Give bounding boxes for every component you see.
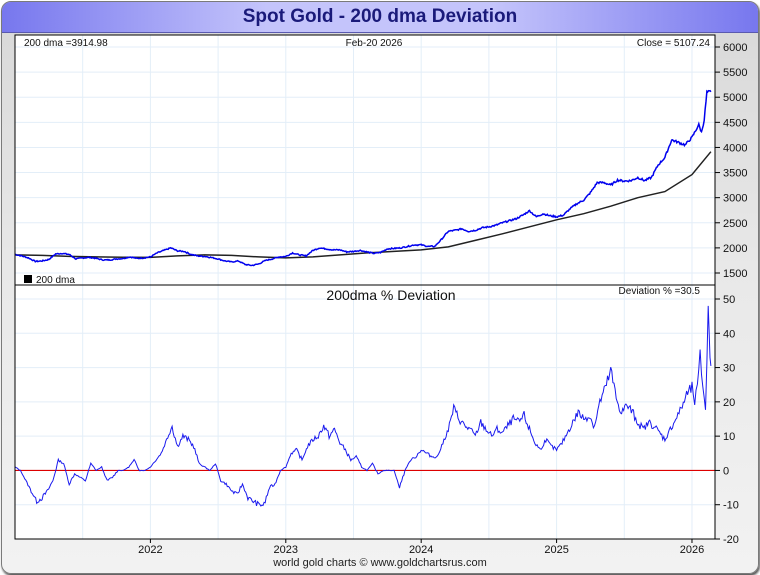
x-tick-label: 2023 <box>274 544 298 556</box>
dma-value-label: 200 dma =3914.98 <box>24 38 108 49</box>
close-value-label: Close = 5107.24 <box>637 38 711 49</box>
deviation-line <box>15 305 712 507</box>
x-tick-label: 2022 <box>138 544 162 556</box>
bottom-y-tick-label: 40 <box>723 328 735 340</box>
top-panel-bg <box>15 35 715 285</box>
bottom-y-tick-label: 30 <box>723 363 735 375</box>
top-y-tick-label: 3000 <box>723 193 747 205</box>
top-y-tick-label: 6000 <box>723 42 747 54</box>
top-y-axis: 1500 2000 2500 3000 3500 4000 4500 5000 5500 6000 <box>715 42 747 280</box>
bottom-y-tick-label: 10 <box>723 431 735 443</box>
x-tick-label: 2024 <box>409 544 433 556</box>
chart-title: Spot Gold - 200 dma Deviation <box>242 6 518 27</box>
top-y-tick-label: 1500 <box>723 268 747 280</box>
bottom-series <box>15 305 715 507</box>
bottom-y-tick-label: 0 <box>723 465 729 477</box>
gold-price-line <box>15 89 712 267</box>
title-bar: Spot Gold - 200 dma Deviation <box>2 2 758 33</box>
top-y-tick-label: 5000 <box>723 92 747 104</box>
footer-credit: world gold charts © www.goldchartsrus.co… <box>273 557 487 569</box>
top-grid <box>15 35 715 285</box>
x-tick-label: 2026 <box>680 544 704 556</box>
bottom-panel-border <box>14 284 716 540</box>
legend-dma-label: 200 dma <box>36 275 75 286</box>
bottom-y-tick-label: 50 <box>723 294 735 306</box>
top-y-tick-label: 3500 <box>723 168 747 180</box>
bottom-y-tick-label: -10 <box>723 500 739 512</box>
top-y-tick-label: 2500 <box>723 218 747 230</box>
x-axis: 2022 2023 2024 2025 2026 <box>138 539 704 556</box>
deviation-value-label: Deviation % =30.5 <box>619 286 701 297</box>
bottom-y-tick-label: 20 <box>723 397 735 409</box>
top-y-tick-label: 4500 <box>723 117 747 129</box>
top-y-tick-label: 4000 <box>723 142 747 154</box>
legend-dma-swatch <box>24 275 32 283</box>
date-label: Feb-20 2026 <box>346 38 403 49</box>
deviation-panel-title: 200dma % Deviation <box>326 287 455 303</box>
bottom-y-axis: -20 -10 0 10 20 30 40 50 <box>715 294 739 546</box>
bottom-panel-bg <box>15 285 715 539</box>
x-tick-label: 2025 <box>544 544 568 556</box>
top-y-tick-label: 2000 <box>723 243 747 255</box>
top-y-tick-label: 5500 <box>723 67 747 79</box>
bottom-y-tick-label: -20 <box>723 534 739 546</box>
top-series <box>15 89 712 267</box>
